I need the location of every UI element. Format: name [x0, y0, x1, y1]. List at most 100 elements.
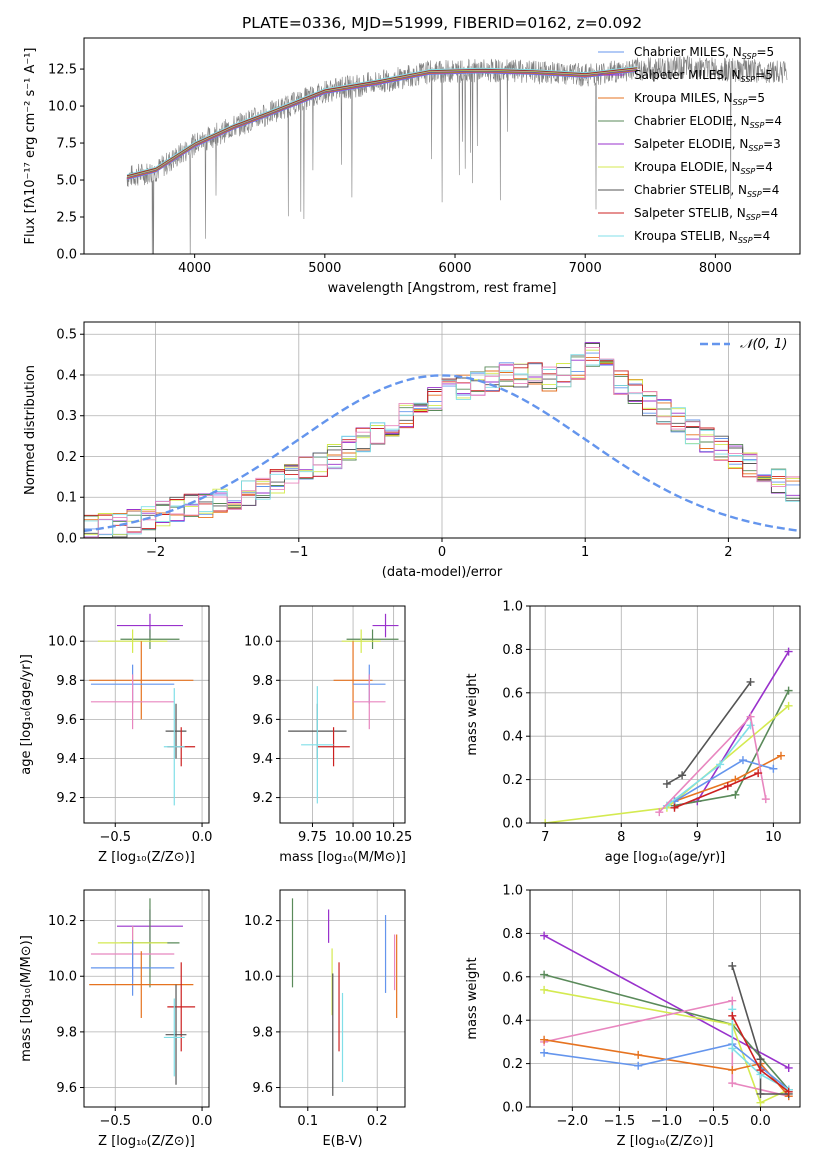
- x-tick-label: −2.0: [557, 1114, 589, 1129]
- marker: [756, 1055, 765, 1064]
- marker: [662, 779, 671, 788]
- y-tick-label: 0.8: [502, 927, 523, 942]
- marker: [723, 782, 732, 791]
- errorbar-point: [163, 998, 185, 1077]
- weight-line-7: [731, 1009, 790, 1091]
- errorbar-point: [333, 641, 373, 720]
- y-tick-label: 0.6: [502, 686, 523, 701]
- weight-line-2: [543, 989, 790, 1104]
- marker: [540, 931, 549, 940]
- histogram-6: [84, 359, 800, 538]
- axes-frame: [83, 889, 210, 1108]
- marker: [731, 790, 740, 799]
- legend-label: Salpeter MILES, NSSP=5: [634, 68, 773, 84]
- x-tick-label: 7000: [569, 261, 602, 276]
- plot-area: [540, 931, 793, 1107]
- y-tick-label: 9.8: [56, 1025, 77, 1040]
- plot-area: [89, 613, 196, 806]
- axes-frame: [529, 605, 801, 824]
- marker: [541, 819, 550, 823]
- y-tick-label: 0.0: [56, 532, 77, 547]
- x-tick-label: 0.0: [192, 1114, 213, 1129]
- x-tick-label: 4000: [178, 261, 211, 276]
- y-tick-label: 9.2: [252, 791, 273, 806]
- x-axis-label: (data-model)/error: [382, 565, 503, 580]
- histogram-4: [84, 349, 800, 538]
- model-line-3: [126, 69, 638, 179]
- y-tick-label: 9.8: [252, 674, 273, 689]
- marker: [655, 808, 664, 817]
- y-axis-label: mass weight: [465, 673, 480, 755]
- x-tick-label: 8000: [699, 261, 732, 276]
- marker: [746, 677, 755, 686]
- y-tick-label: 10.2: [244, 914, 273, 929]
- legend-label: Chabrier MILES, NSSP=5: [634, 45, 774, 61]
- marker: [662, 801, 671, 810]
- model-line-6: [126, 67, 638, 177]
- x-tick-label: −0.5: [99, 1114, 131, 1129]
- y-axis-label: mass weight: [465, 957, 480, 1039]
- x-axis-label: Z [log₁₀(Z/Z⊙)]: [98, 850, 195, 865]
- y-tick-label: 9.6: [56, 713, 77, 728]
- errorbar-point: [341, 629, 381, 653]
- x-tick-label: 9: [693, 830, 701, 845]
- y-tick-label: 9.4: [56, 752, 77, 767]
- normal-curve: [84, 374, 800, 533]
- y-tick-label: 0.0: [502, 1101, 523, 1116]
- model-line-8: [126, 66, 638, 176]
- y-tick-label: 0.8: [502, 643, 523, 658]
- marker: [769, 764, 778, 773]
- model-line-4: [126, 68, 638, 178]
- y-tick-label: 0.2: [56, 450, 77, 465]
- marker: [716, 760, 725, 769]
- plot-area: [288, 613, 399, 804]
- histogram-2: [84, 357, 800, 538]
- marker: [784, 701, 793, 710]
- chart-residuals: 𝒩(0, 1) −2 −1 0 1 2 0.0 0.1 0.2 0.3 0.4 0.5 (data-mo…: [23, 321, 801, 580]
- errorbar-point: [89, 641, 194, 720]
- x-tick-label: 9.75: [298, 830, 327, 845]
- y-tick-label: 0.1: [56, 491, 77, 506]
- y-tick-label: 0.4: [502, 730, 523, 745]
- errorbar-point: [90, 940, 175, 996]
- errorbar-point: [346, 629, 399, 650]
- x-tick-label: 0.1: [297, 1114, 318, 1129]
- y-tick-label: 10.0: [244, 635, 273, 650]
- marker: [540, 1035, 549, 1044]
- model-line-2: [126, 69, 638, 179]
- y-tick-label: 1.0: [502, 600, 523, 615]
- y-axis-label: age [log₁₀(age/yr)]: [19, 654, 34, 775]
- y-tick-label: 9.8: [56, 674, 77, 689]
- errorbar-point: [89, 951, 194, 1018]
- axes-frame: [279, 605, 406, 824]
- x-tick-label: −1.0: [651, 1114, 683, 1129]
- y-tick-label: 0.5: [56, 328, 77, 343]
- y-tick-label: 10.0: [48, 100, 77, 115]
- axes-frame: [279, 889, 406, 1108]
- axes-frame: [83, 37, 801, 255]
- y-tick-label: 10.0: [244, 970, 273, 985]
- marker: [728, 1066, 737, 1075]
- y-tick-label: 0.0: [502, 817, 523, 832]
- x-axis-label: E(B-V): [322, 1134, 362, 1149]
- weight-line-7: [658, 715, 767, 813]
- y-tick-label: 9.8: [252, 1025, 273, 1040]
- x-axis-label: Z [log₁₀(Z/Z⊙)]: [617, 1134, 714, 1149]
- marker: [634, 1061, 643, 1070]
- legend-label: Chabrier STELIB, NSSP=4: [634, 183, 779, 199]
- errorbar-point: [167, 962, 196, 1052]
- x-tick-label: 5000: [308, 261, 341, 276]
- marker: [540, 1048, 549, 1057]
- data-spectrum-line: [126, 55, 788, 254]
- errorbar-point: [165, 703, 187, 759]
- y-tick-label: 0.4: [56, 368, 77, 383]
- x-tick-label: −1: [289, 545, 308, 560]
- y-tick-label: 10.0: [48, 635, 77, 650]
- y-tick-label: 0.3: [56, 409, 77, 424]
- x-tick-label: 10: [765, 830, 782, 845]
- weight-line-2: [666, 681, 752, 785]
- errorbar-point: [353, 674, 386, 730]
- errorbar-point: [163, 688, 185, 806]
- marker: [754, 769, 763, 778]
